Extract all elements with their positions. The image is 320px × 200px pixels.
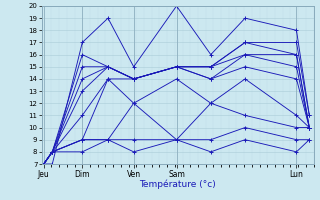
X-axis label: Température (°c): Température (°c) [139,180,216,189]
